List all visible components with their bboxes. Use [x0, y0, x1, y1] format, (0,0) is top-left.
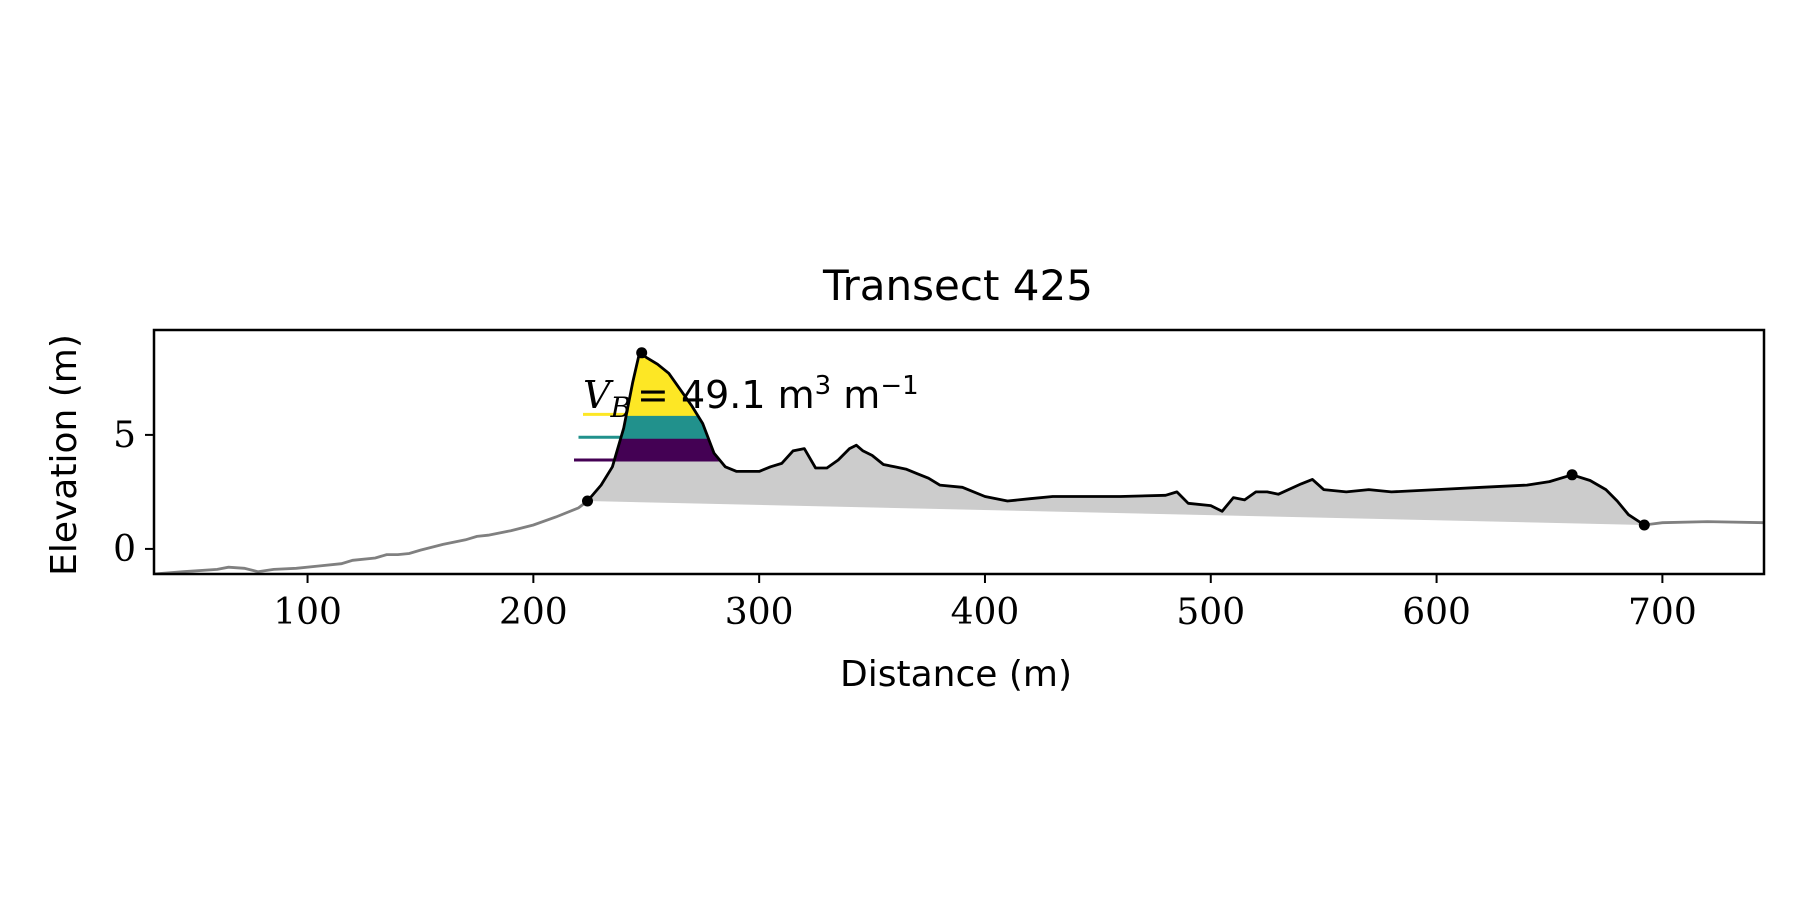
- elevation-band-3: [626, 352, 698, 415]
- volume-value: = 49.1 m: [637, 373, 815, 417]
- x-tick-label-500: 500: [1176, 592, 1245, 633]
- profile-line-seaward: [154, 499, 589, 574]
- x-tick-label-600: 600: [1402, 592, 1471, 633]
- profile-marker-3: [1566, 469, 1578, 481]
- elevation-band-1: [614, 437, 720, 460]
- volume-unit-exponent: 3: [815, 371, 832, 401]
- x-tick-label-700: 700: [1628, 592, 1697, 633]
- volume-symbol: V: [583, 373, 614, 417]
- y-tick-label-0: 0: [113, 529, 136, 570]
- axes-frame: [152, 328, 1766, 576]
- x-tick-label-100: 100: [273, 592, 342, 633]
- volume-annotation: VB = 49.1 m3 m−1: [583, 371, 919, 424]
- volume-subscript: B: [609, 391, 631, 424]
- dune-volume-area: [587, 352, 1645, 525]
- x-axis-label: Distance (m): [840, 654, 1072, 695]
- y-tick-label-5: 5: [113, 415, 136, 456]
- x-tick-label-200: 200: [499, 592, 568, 633]
- x-tick-label-400: 400: [951, 592, 1020, 633]
- volume-unit-tail-exponent: −1: [880, 371, 918, 401]
- profile-line-landward: [1644, 520, 1764, 527]
- profile-marker-1: [582, 495, 593, 507]
- chart-title: Transect 425: [822, 261, 1093, 310]
- profile-marker-4: [1638, 519, 1650, 531]
- y-axis-label: Elevation (m): [44, 334, 85, 576]
- x-tick-label-300: 300: [725, 592, 794, 633]
- profile-marker-2: [636, 347, 648, 359]
- dune-profile-line: [586, 351, 1646, 527]
- volume-unit-tail: m: [831, 373, 880, 417]
- elevation-band-2: [621, 414, 708, 438]
